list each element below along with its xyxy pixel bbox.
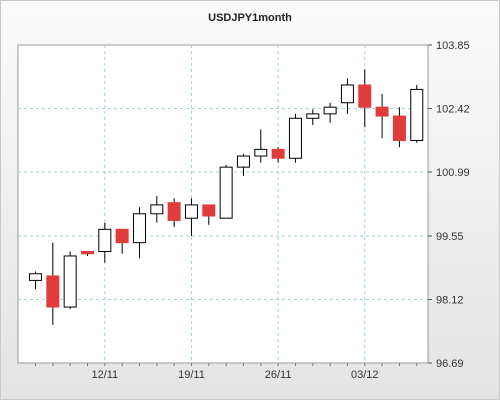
candle [271, 147, 285, 163]
candle-body-up [410, 88, 424, 141]
y-tick-label: 100.99 [436, 167, 470, 179]
candle [340, 78, 354, 114]
candle-body-up [219, 166, 233, 219]
candle [80, 251, 94, 256]
candle-body-down [46, 275, 60, 308]
candle-body-up [98, 228, 112, 253]
candle [288, 113, 302, 163]
candle-body-up [306, 113, 320, 119]
candle [375, 93, 389, 139]
candle [254, 129, 268, 163]
candle-body-up [288, 117, 302, 159]
candle-body-down [375, 106, 389, 117]
candle-body-down [115, 228, 129, 244]
candle [167, 198, 181, 228]
y-tick-label: 103.85 [436, 40, 470, 52]
candle [410, 84, 424, 143]
x-tick-label: 26/11 [265, 369, 292, 381]
y-tick-label: 96.69 [436, 358, 464, 370]
x-axis: 12/11 19/11 26/11 03/12 [35, 363, 418, 381]
y-tick-label: 98.12 [436, 294, 464, 306]
candle [306, 109, 320, 125]
candle [46, 242, 60, 325]
candle-body-down [392, 115, 406, 141]
candle [358, 69, 372, 128]
candle-body-down [202, 204, 216, 217]
x-tick-label: 19/11 [178, 369, 205, 381]
candle [150, 196, 164, 223]
y-axis: 103.85 102.42 100.99 99.55 98.12 96.69 [428, 40, 470, 370]
candle [219, 164, 233, 219]
y-tick-label: 99.55 [436, 231, 464, 243]
candle [392, 107, 406, 148]
candle-body-up [150, 204, 164, 215]
candle-body-up [340, 84, 354, 104]
x-tick-label: 03/12 [351, 369, 379, 381]
candle-body-up [184, 204, 198, 219]
candle-body-down [358, 84, 372, 108]
candle-body-down [271, 148, 285, 159]
candle-body-down [80, 251, 94, 255]
candle [63, 251, 77, 310]
candle-body-up [323, 106, 337, 115]
candle-body-up [236, 155, 250, 168]
candle-body-up [254, 148, 268, 157]
candle [132, 207, 146, 259]
candle-body-up [132, 213, 146, 244]
candle [323, 102, 337, 123]
chart-title: USDJPY1month [208, 12, 292, 24]
candle-body-up [29, 273, 42, 281]
candle [236, 153, 250, 177]
candle [184, 198, 198, 236]
x-tick-label: 12/11 [91, 369, 118, 381]
candle [115, 228, 129, 254]
candle [98, 222, 112, 263]
candle [202, 204, 216, 225]
candle-body-down [167, 202, 181, 221]
candle [29, 271, 42, 290]
candle-body-up [63, 255, 77, 308]
y-tick-label: 102.42 [436, 104, 470, 116]
candles-group [29, 69, 424, 325]
